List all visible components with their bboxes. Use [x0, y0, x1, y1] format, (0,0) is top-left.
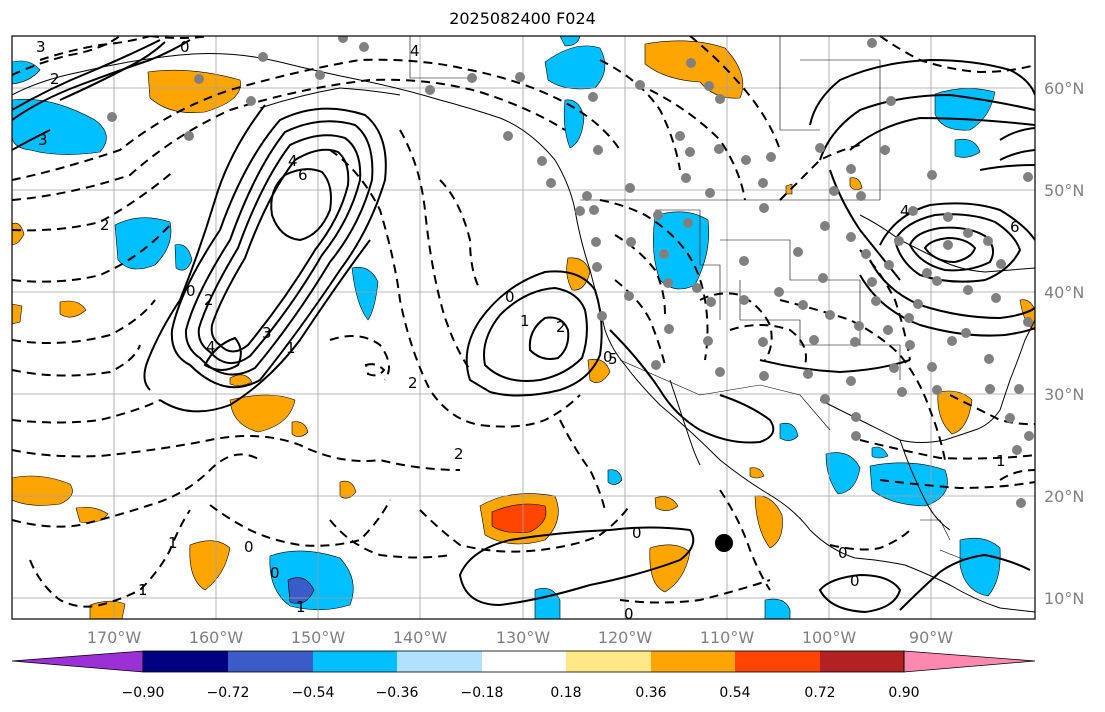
- contour-labels: 3 0 2 4 3 6 4 0 2 4 3 1 2 2 0 1 2 0 5 2 …: [36, 38, 1020, 623]
- contour-label: 0: [270, 564, 280, 582]
- colorbar-label: 0.18: [550, 685, 581, 701]
- colorbar-label: 0.54: [719, 685, 750, 701]
- lon-tick-label: 110°W: [700, 628, 755, 647]
- lon-tick-label: 170°W: [87, 628, 142, 647]
- contour-label: 1: [168, 534, 178, 552]
- contours-solid: [12, 39, 1035, 614]
- colorbar-label: 0.36: [635, 685, 666, 701]
- lon-tick-label: 90°W: [909, 628, 953, 647]
- colorbar-segment: [651, 651, 735, 672]
- contour-label: 0: [838, 544, 848, 562]
- colorbar-min-extend: [11, 650, 144, 673]
- lat-tick-label: 30°N: [1044, 385, 1084, 404]
- map-frame: [11, 35, 1036, 620]
- colorbar-label: −0.90: [122, 685, 165, 701]
- contour-label: 6: [1010, 218, 1020, 236]
- contour-label: 2: [408, 374, 418, 392]
- lon-tick-label: 160°W: [189, 628, 244, 647]
- colorbar-label: −0.72: [207, 685, 250, 701]
- contour-label: 0: [180, 38, 190, 56]
- colorbar-label: −0.36: [376, 685, 419, 701]
- storm-center-marker: [715, 534, 733, 552]
- contour-label: 0: [505, 288, 515, 306]
- contour-label: 5: [608, 350, 618, 368]
- contour-label: 0: [632, 524, 642, 542]
- contour-label: 6: [298, 166, 308, 184]
- contour-label: 4: [288, 152, 298, 170]
- colorbar-segment: [313, 651, 397, 672]
- colorbar-label: 0.90: [888, 685, 919, 701]
- contour-label: 0: [850, 572, 860, 590]
- borders: [409, 36, 966, 561]
- contour-label: 1: [520, 312, 530, 330]
- lon-tick-label: 100°W: [802, 628, 857, 647]
- contour-label: 2: [204, 291, 214, 309]
- colorbar-label: −0.18: [461, 685, 504, 701]
- colorbar-segment: [397, 651, 482, 672]
- colorbar-labels: −0.90 −0.72 −0.54 −0.36 −0.18 0.18 0.36 …: [122, 685, 920, 701]
- contour-label: 2: [556, 318, 566, 336]
- contour-label: 0: [603, 348, 613, 366]
- colorbar-segment: [735, 651, 820, 672]
- lat-tick-label: 40°N: [1044, 283, 1084, 302]
- colorbar-segment: [482, 651, 566, 672]
- contour-label: 0: [624, 605, 634, 623]
- contour-label: 4: [410, 42, 420, 60]
- lat-tick-label: 50°N: [1044, 181, 1084, 200]
- colorbar-segment: [566, 651, 651, 672]
- contour-label: 0: [244, 538, 254, 556]
- colorbar-label: −0.54: [292, 685, 335, 701]
- lat-tick-label: 60°N: [1044, 79, 1084, 98]
- contour-label: 3: [38, 131, 48, 149]
- colorbar-segment: [143, 651, 228, 672]
- contour-label: 2: [454, 445, 464, 463]
- colorbar-max-extend: [903, 650, 1036, 673]
- lon-tick-label: 140°W: [393, 628, 448, 647]
- contour-label: 3: [262, 324, 272, 342]
- colorbar-outline: [142, 650, 905, 673]
- lat-tick-label: 10°N: [1044, 589, 1084, 608]
- contour-label: 2: [50, 70, 60, 88]
- colorbar-segment: [820, 651, 904, 672]
- colorbar-segment: [228, 651, 313, 672]
- contour-label: 4: [206, 338, 216, 356]
- contour-label: 1: [286, 339, 296, 357]
- lon-tick-label: 150°W: [291, 628, 346, 647]
- contour-label: 0: [186, 282, 196, 300]
- contour-label: 3: [36, 38, 46, 56]
- contours-dashed: [12, 36, 1035, 608]
- colorbar: −0.90 −0.72 −0.54 −0.36 −0.18 0.18 0.36 …: [11, 650, 1036, 701]
- station-markers: [107, 36, 1034, 508]
- contour-label: 2: [100, 216, 110, 234]
- contour-label: 1: [296, 598, 306, 616]
- lat-tick-label: 20°N: [1044, 487, 1084, 506]
- lon-tick-label: 120°W: [598, 628, 653, 647]
- lon-axis: 170°W 160°W 150°W 140°W 130°W 120°W 110°…: [87, 628, 953, 647]
- colorbar-label: 0.72: [804, 685, 835, 701]
- contour-label: 1: [996, 452, 1006, 470]
- contour-label: 1: [138, 581, 148, 599]
- lat-axis: 60°N 50°N 40°N 30°N 20°N 10°N: [1044, 79, 1084, 608]
- lon-tick-label: 130°W: [496, 628, 551, 647]
- map-title: 2025082400 F024: [449, 9, 596, 28]
- contour-label: 4: [900, 202, 910, 220]
